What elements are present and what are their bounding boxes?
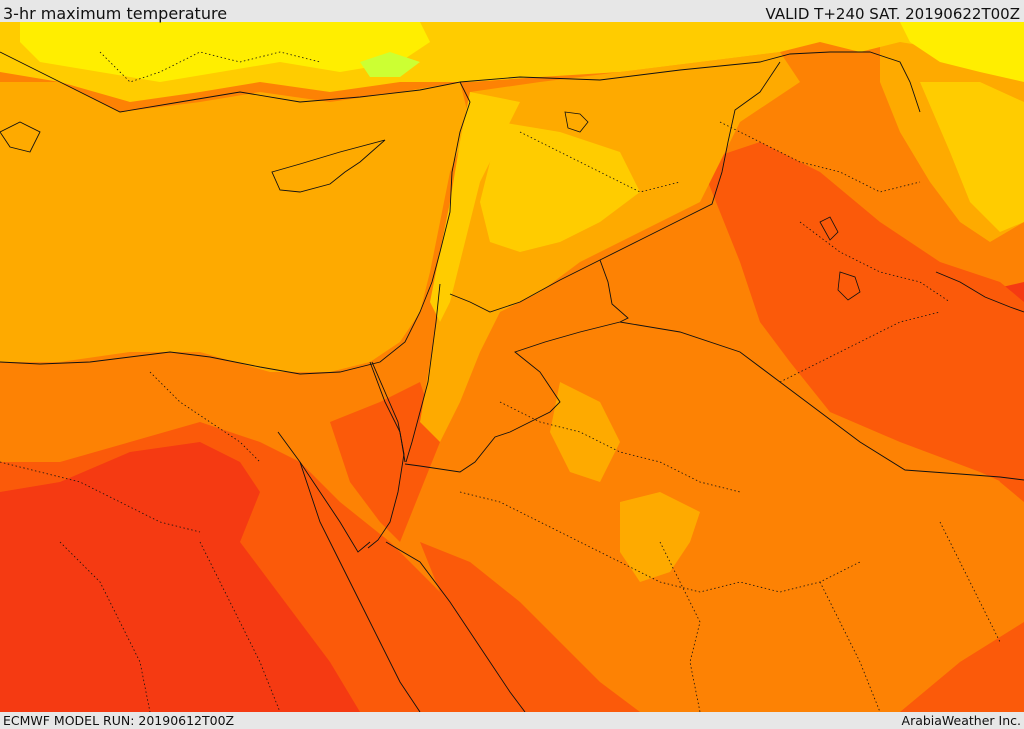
- temperature-map: [0, 22, 1024, 712]
- credit-label: ArabiaWeather Inc.: [901, 713, 1021, 728]
- footer-bar: ECMWF MODEL RUN: 20190612T00Z ArabiaWeat…: [0, 712, 1024, 729]
- coastlines: [0, 51, 1024, 712]
- temp-band-red-sinai: [330, 382, 440, 542]
- temp-band-red-hejaz: [420, 542, 640, 712]
- model-run-label: ECMWF MODEL RUN: 20190612T00Z: [3, 713, 235, 728]
- provincial-borders: [0, 51, 1001, 712]
- map-title: 3-hr maximum temperature: [3, 4, 228, 23]
- temp-band-red-east: [700, 142, 1024, 492]
- temp-band-yellow-orange-syria: [480, 122, 640, 252]
- temp-band-amber-sea: [0, 82, 470, 372]
- temp-band-yellow-turkey: [20, 22, 430, 82]
- valid-time-label: VALID T+240 SAT. 20190622T00Z: [765, 5, 1020, 23]
- temp-band-yellow-orange-coast: [430, 92, 520, 322]
- temp-band-red-egypt: [0, 442, 360, 712]
- temp-band-amber-arabia: [620, 492, 700, 582]
- temp-band-yellow-orange-ne: [920, 82, 1024, 232]
- borders: [369, 51, 1024, 481]
- lakes: [564, 111, 861, 301]
- temp-band-green-tint: [360, 52, 420, 77]
- header-bar: 3-hr maximum temperature VALID T+240 SAT…: [0, 0, 1024, 23]
- temp-band-yellow-ne: [900, 22, 1024, 82]
- temp-band-amber-central: [550, 382, 620, 482]
